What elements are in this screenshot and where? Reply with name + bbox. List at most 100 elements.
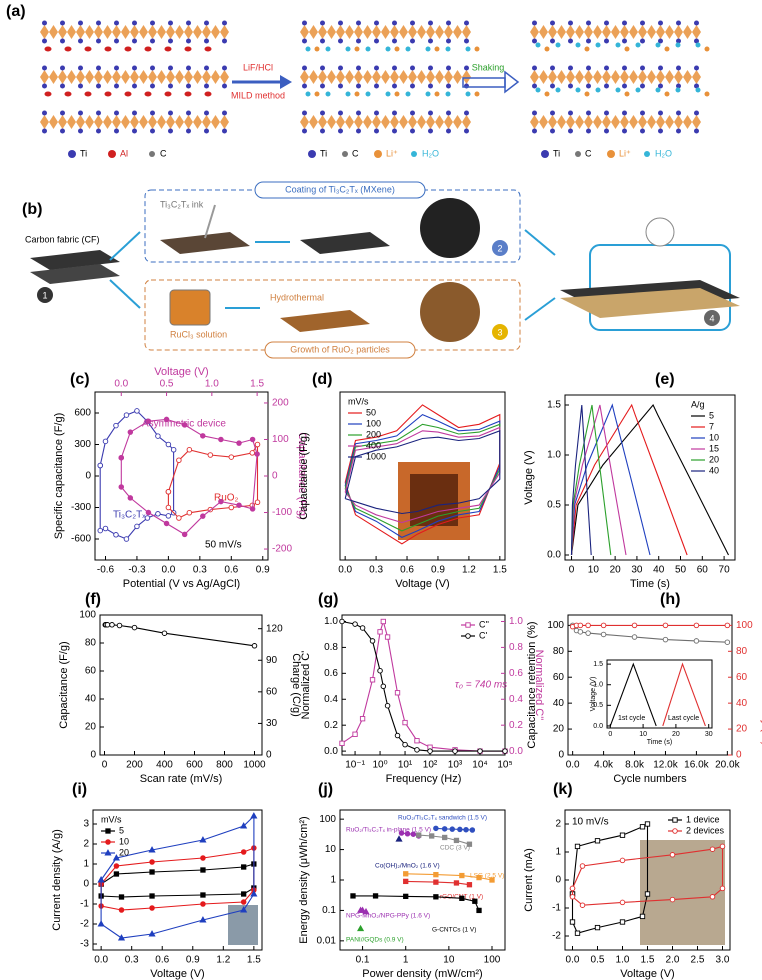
atom [640,65,645,71]
atom [535,87,541,93]
tick-label: 1 [403,955,409,966]
atom [676,110,681,116]
fabric [30,264,120,284]
atom [222,110,227,116]
tick-label: 10 [325,844,337,855]
legend-marker [104,849,112,856]
atom [204,65,209,71]
tick-label: 300 [74,439,91,450]
label: Hydrothermal [270,292,324,302]
atom [104,91,112,97]
tick-label: 10¹ [398,760,413,771]
series-line [570,403,688,556]
tick-label: 10 [588,565,600,576]
atom [704,46,710,52]
data-point [719,885,726,892]
data-point [644,891,651,897]
tick-label: 0.3 [125,955,139,966]
atom [586,20,591,26]
atom [410,38,415,44]
tick-label: 0.2 [509,720,523,731]
atom [532,128,537,134]
atom [124,46,132,52]
series-label: RuO₂ [214,493,239,504]
atom [640,110,645,116]
atom [374,83,379,89]
lattice-cell [309,70,318,84]
tick-label: 120 [266,623,283,634]
atom [314,46,320,52]
data-point [395,835,403,842]
atom [338,83,343,89]
tick-label: 0.0 [566,955,580,966]
data-point [477,748,483,754]
data-point [236,440,242,446]
atom [78,65,83,71]
lattice-cell [575,70,584,84]
panel-label: (h) [660,591,680,608]
atom [622,110,627,116]
tick-label: 30 [705,731,713,738]
plot-frame [99,614,263,756]
atom [568,38,573,44]
tick-label: 60 [736,672,748,683]
data-point [639,913,646,920]
atom [624,91,630,97]
atom [474,91,480,97]
panel-label: (e) [655,371,675,388]
legend-marker [465,622,471,628]
tick-label: 1.0 [324,616,338,627]
data-point [118,454,125,461]
atom [676,128,681,134]
lattice-cell [121,70,130,84]
x-axis-label: Potential (V vs Ag/AgCl) [123,578,240,590]
atom [694,20,699,26]
data-point [619,919,626,925]
atom [132,65,137,71]
data-point [241,891,247,897]
atom [144,46,152,52]
series-line [405,880,470,886]
atom [658,83,663,89]
data-point [359,625,366,631]
lattice-cell [444,25,453,39]
tick-label: 1.5 [593,661,603,668]
lattice-cell [211,115,220,129]
legend-title: mV/s [348,396,369,406]
fabric [160,232,250,254]
lattice-cell [656,70,665,84]
tick-label: 30 [266,718,278,729]
atom [114,110,119,116]
data-point [402,719,408,726]
data-point [181,531,188,538]
atom [392,20,397,26]
atom [568,83,573,89]
atom [60,128,65,134]
data-point [427,748,433,754]
tick-label: -300 [71,502,91,513]
atom [168,83,173,89]
data-point [459,872,465,879]
x-axis-label: Frequency (Hz) [386,773,462,785]
data-point [724,622,731,629]
atom [305,91,311,97]
atom [222,38,227,44]
atom [410,83,415,89]
lattice-cell [202,70,211,84]
lattice-cell [611,25,620,39]
x-axis-label: Time (s) [630,578,670,590]
lattice-cell [435,25,444,39]
data-point [463,826,469,833]
tick-label: -2 [552,931,561,942]
tick-label: -600 [71,534,91,545]
arrow-label: Shaking [472,62,505,72]
tick-label: 1.2 [216,955,230,966]
lattice-cell [453,25,462,39]
atom [434,46,440,52]
lattice-cell [58,25,67,39]
atom [428,128,433,134]
arrow [109,231,141,261]
series-line [662,662,706,727]
atom [595,42,601,48]
data-point [377,667,383,674]
